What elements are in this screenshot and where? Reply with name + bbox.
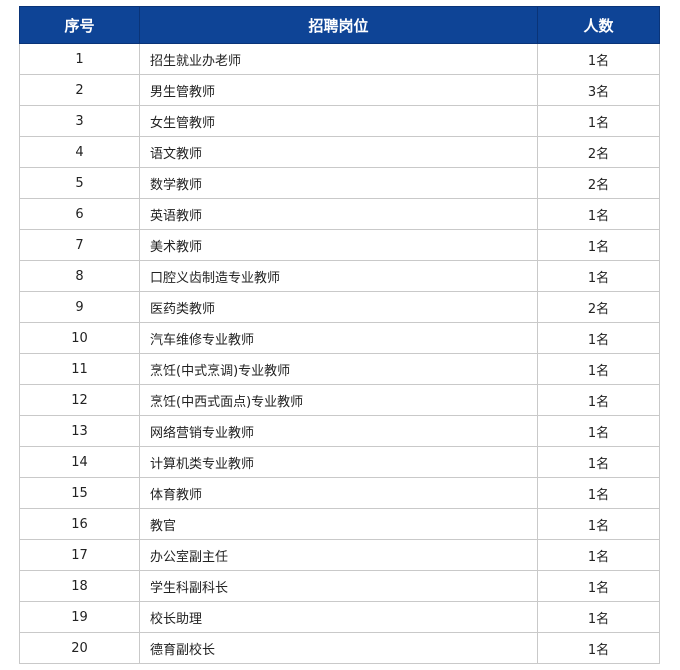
row-position: 德育副校长 bbox=[139, 632, 538, 664]
table-row: 19 校长助理 1名 bbox=[19, 601, 660, 633]
row-count: 2名 bbox=[537, 291, 660, 323]
row-position: 英语教师 bbox=[139, 198, 538, 230]
row-position: 数学教师 bbox=[139, 167, 538, 199]
row-count: 1名 bbox=[537, 198, 660, 230]
table-row: 3 女生管教师 1名 bbox=[19, 105, 660, 137]
row-position: 女生管教师 bbox=[139, 105, 538, 137]
recruitment-table: 序号 招聘岗位 人数 1 招生就业办老师 1名 2 男生管教师 3名 3 女生管… bbox=[19, 6, 660, 664]
table-row: 17 办公室副主任 1名 bbox=[19, 539, 660, 571]
row-count: 1名 bbox=[537, 477, 660, 509]
row-count: 1名 bbox=[537, 384, 660, 416]
row-position: 计算机类专业教师 bbox=[139, 446, 538, 478]
row-count: 3名 bbox=[537, 74, 660, 106]
table-row: 4 语文教师 2名 bbox=[19, 136, 660, 168]
table-row: 1 招生就业办老师 1名 bbox=[19, 43, 660, 75]
row-index: 5 bbox=[19, 167, 140, 199]
row-count: 1名 bbox=[537, 105, 660, 137]
row-position: 美术教师 bbox=[139, 229, 538, 261]
row-index: 17 bbox=[19, 539, 140, 571]
table-row: 10 汽车维修专业教师 1名 bbox=[19, 322, 660, 354]
table-row: 15 体育教师 1名 bbox=[19, 477, 660, 509]
row-count: 1名 bbox=[537, 415, 660, 447]
row-position: 校长助理 bbox=[139, 601, 538, 633]
header-index: 序号 bbox=[19, 6, 140, 44]
row-index: 10 bbox=[19, 322, 140, 354]
row-count: 1名 bbox=[537, 570, 660, 602]
row-position: 办公室副主任 bbox=[139, 539, 538, 571]
row-index: 9 bbox=[19, 291, 140, 323]
row-position: 烹饪(中式烹调)专业教师 bbox=[139, 353, 538, 385]
row-position: 烹饪(中西式面点)专业教师 bbox=[139, 384, 538, 416]
table-row: 8 口腔义齿制造专业教师 1名 bbox=[19, 260, 660, 292]
row-position: 汽车维修专业教师 bbox=[139, 322, 538, 354]
table-row: 14 计算机类专业教师 1名 bbox=[19, 446, 660, 478]
row-index: 15 bbox=[19, 477, 140, 509]
table-header: 序号 招聘岗位 人数 bbox=[19, 6, 660, 44]
table-row: 7 美术教师 1名 bbox=[19, 229, 660, 261]
row-index: 4 bbox=[19, 136, 140, 168]
table-row: 11 烹饪(中式烹调)专业教师 1名 bbox=[19, 353, 660, 385]
row-position: 教官 bbox=[139, 508, 538, 540]
row-index: 16 bbox=[19, 508, 140, 540]
row-position: 男生管教师 bbox=[139, 74, 538, 106]
row-index: 3 bbox=[19, 105, 140, 137]
row-index: 20 bbox=[19, 632, 140, 664]
table-row: 6 英语教师 1名 bbox=[19, 198, 660, 230]
row-position: 语文教师 bbox=[139, 136, 538, 168]
table-body: 1 招生就业办老师 1名 2 男生管教师 3名 3 女生管教师 1名 4 语文教… bbox=[19, 43, 660, 664]
table-row: 20 德育副校长 1名 bbox=[19, 632, 660, 664]
row-count: 1名 bbox=[537, 601, 660, 633]
header-position: 招聘岗位 bbox=[139, 6, 538, 44]
table-row: 13 网络营销专业教师 1名 bbox=[19, 415, 660, 447]
row-index: 13 bbox=[19, 415, 140, 447]
row-index: 12 bbox=[19, 384, 140, 416]
row-count: 2名 bbox=[537, 167, 660, 199]
row-count: 2名 bbox=[537, 136, 660, 168]
table-row: 9 医药类教师 2名 bbox=[19, 291, 660, 323]
row-position: 招生就业办老师 bbox=[139, 43, 538, 75]
table-row: 2 男生管教师 3名 bbox=[19, 74, 660, 106]
row-index: 14 bbox=[19, 446, 140, 478]
row-count: 1名 bbox=[537, 260, 660, 292]
row-count: 1名 bbox=[537, 353, 660, 385]
table-row: 12 烹饪(中西式面点)专业教师 1名 bbox=[19, 384, 660, 416]
row-position: 学生科副科长 bbox=[139, 570, 538, 602]
row-count: 1名 bbox=[537, 229, 660, 261]
row-position: 口腔义齿制造专业教师 bbox=[139, 260, 538, 292]
table-row: 16 教官 1名 bbox=[19, 508, 660, 540]
table-row: 5 数学教师 2名 bbox=[19, 167, 660, 199]
table-row: 18 学生科副科长 1名 bbox=[19, 570, 660, 602]
row-index: 2 bbox=[19, 74, 140, 106]
row-count: 1名 bbox=[537, 539, 660, 571]
row-count: 1名 bbox=[537, 632, 660, 664]
row-count: 1名 bbox=[537, 43, 660, 75]
header-count: 人数 bbox=[537, 6, 660, 44]
row-position: 医药类教师 bbox=[139, 291, 538, 323]
recruitment-table-container: 序号 招聘岗位 人数 1 招生就业办老师 1名 2 男生管教师 3名 3 女生管… bbox=[19, 6, 660, 664]
row-index: 1 bbox=[19, 43, 140, 75]
row-index: 7 bbox=[19, 229, 140, 261]
row-index: 19 bbox=[19, 601, 140, 633]
row-count: 1名 bbox=[537, 508, 660, 540]
row-index: 6 bbox=[19, 198, 140, 230]
row-index: 8 bbox=[19, 260, 140, 292]
row-position: 网络营销专业教师 bbox=[139, 415, 538, 447]
row-position: 体育教师 bbox=[139, 477, 538, 509]
row-index: 18 bbox=[19, 570, 140, 602]
row-count: 1名 bbox=[537, 322, 660, 354]
header-row: 序号 招聘岗位 人数 bbox=[19, 6, 660, 44]
row-index: 11 bbox=[19, 353, 140, 385]
row-count: 1名 bbox=[537, 446, 660, 478]
